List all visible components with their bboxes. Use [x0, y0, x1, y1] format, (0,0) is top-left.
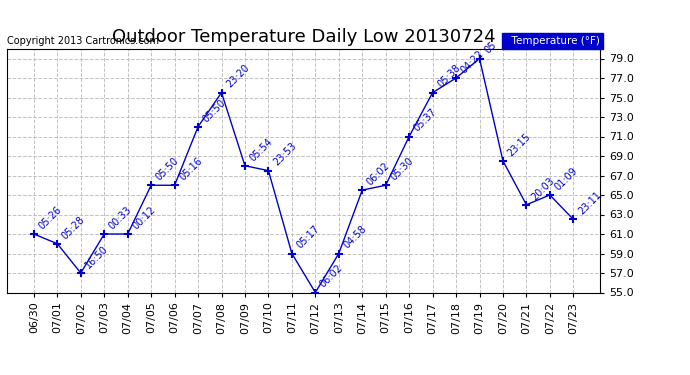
- Text: Copyright 2013 Cartronics.com: Copyright 2013 Cartronics.com: [7, 36, 159, 46]
- Text: 05:54: 05:54: [248, 136, 275, 163]
- Text: 23:53: 23:53: [271, 141, 298, 168]
- Text: 23:15: 23:15: [506, 131, 533, 158]
- Text: 16:50: 16:50: [83, 243, 110, 270]
- Text: 04:58: 04:58: [342, 224, 368, 251]
- Text: 00:12: 00:12: [130, 204, 157, 231]
- Text: 01:09: 01:09: [553, 165, 580, 192]
- Text: 06:02: 06:02: [318, 263, 345, 290]
- Text: 05: 05: [482, 40, 498, 56]
- Text: 20:03: 20:03: [529, 175, 556, 202]
- Text: 06:02: 06:02: [365, 160, 392, 188]
- Title: Outdoor Temperature Daily Low 20130724: Outdoor Temperature Daily Low 20130724: [112, 28, 495, 46]
- Text: 05:26: 05:26: [37, 204, 63, 231]
- Text: Temperature (°F): Temperature (°F): [505, 36, 600, 46]
- Text: 04:22: 04:22: [459, 48, 486, 75]
- Text: 23:11: 23:11: [576, 190, 603, 217]
- Text: 05:17: 05:17: [295, 224, 322, 251]
- Text: 00:33: 00:33: [107, 204, 134, 231]
- Text: 05:38: 05:38: [435, 63, 462, 90]
- Text: 05:28: 05:28: [60, 214, 87, 241]
- Text: 23:20: 23:20: [224, 63, 251, 90]
- Text: 05:50: 05:50: [201, 97, 228, 124]
- Text: 05:30: 05:30: [388, 156, 415, 183]
- Text: 05:37: 05:37: [412, 107, 439, 134]
- Text: 05:50: 05:50: [154, 156, 181, 183]
- Text: 05:16: 05:16: [177, 156, 204, 183]
